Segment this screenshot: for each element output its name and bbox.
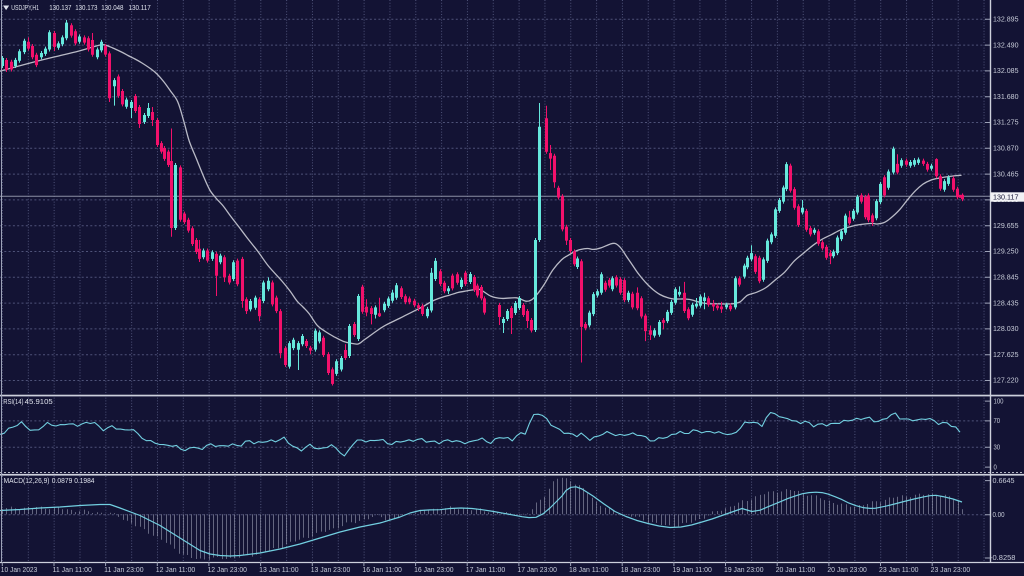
svg-text:130.117: 130.117 xyxy=(993,193,1019,202)
svg-text:130.870: 130.870 xyxy=(993,144,1019,153)
svg-text:19 Jan 11:00: 19 Jan 11:00 xyxy=(672,565,712,574)
svg-text:11 Jan 11:00: 11 Jan 11:00 xyxy=(52,565,92,574)
svg-text:130.465: 130.465 xyxy=(993,169,1019,178)
svg-text:132.085: 132.085 xyxy=(993,66,1019,75)
svg-text:131.275: 131.275 xyxy=(993,118,1019,127)
svg-text:0.1984: 0.1984 xyxy=(74,476,94,485)
svg-text:20 Jan 23:00: 20 Jan 23:00 xyxy=(827,565,867,574)
svg-text:0.00: 0.00 xyxy=(993,510,1005,519)
svg-text:0.0879: 0.0879 xyxy=(52,476,73,485)
svg-text:0: 0 xyxy=(994,462,997,471)
svg-text:70: 70 xyxy=(994,416,1001,425)
svg-text:17 Jan 23:00: 17 Jan 23:00 xyxy=(517,565,557,574)
svg-text:20 Jan 11:00: 20 Jan 11:00 xyxy=(776,565,816,574)
svg-text:-0.8258: -0.8258 xyxy=(990,553,1016,562)
svg-text:127.220: 127.220 xyxy=(993,376,1019,385)
svg-text:128.845: 128.845 xyxy=(993,273,1019,282)
svg-text:16 Jan 11:00: 16 Jan 11:00 xyxy=(362,565,402,574)
svg-text:16 Jan 23:00: 16 Jan 23:00 xyxy=(414,565,454,574)
svg-text:23 Jan 23:00: 23 Jan 23:00 xyxy=(931,565,971,574)
svg-text:130.048: 130.048 xyxy=(101,3,123,12)
svg-text:132.895: 132.895 xyxy=(993,15,1019,24)
svg-text:132.490: 132.490 xyxy=(993,40,1019,49)
svg-text:18 Jan 23:00: 18 Jan 23:00 xyxy=(621,565,661,574)
svg-text:12 Jan 23:00: 12 Jan 23:00 xyxy=(207,565,247,574)
svg-text:0.6645: 0.6645 xyxy=(993,476,1015,485)
svg-text:128.435: 128.435 xyxy=(993,298,1019,307)
svg-text:45.9105: 45.9105 xyxy=(25,397,53,406)
svg-text:130.117: 130.117 xyxy=(129,3,151,12)
svg-text:130.137: 130.137 xyxy=(49,3,71,12)
svg-text:17 Jan 11:00: 17 Jan 11:00 xyxy=(466,565,506,574)
svg-text:131.680: 131.680 xyxy=(993,92,1019,101)
svg-text:129.250: 129.250 xyxy=(993,247,1019,256)
svg-text:RSI(14): RSI(14) xyxy=(3,397,23,406)
svg-text:11 Jan 23:00: 11 Jan 23:00 xyxy=(104,565,144,574)
svg-text:USDJPY,H1: USDJPY,H1 xyxy=(11,3,39,12)
svg-text:13 Jan 11:00: 13 Jan 11:00 xyxy=(259,565,299,574)
svg-text:12 Jan 11:00: 12 Jan 11:00 xyxy=(156,565,196,574)
svg-text:30: 30 xyxy=(994,443,1001,452)
svg-text:23 Jan 11:00: 23 Jan 11:00 xyxy=(879,565,919,574)
svg-text:130.173: 130.173 xyxy=(75,3,97,12)
svg-text:100: 100 xyxy=(994,396,1004,405)
svg-text:13 Jan 23:00: 13 Jan 23:00 xyxy=(311,565,351,574)
svg-text:MACD(12,26,9): MACD(12,26,9) xyxy=(4,476,50,485)
svg-text:10 Jan 2023: 10 Jan 2023 xyxy=(1,565,38,574)
svg-text:18 Jan 11:00: 18 Jan 11:00 xyxy=(569,565,609,574)
svg-text:128.030: 128.030 xyxy=(993,324,1019,333)
svg-text:19 Jan 23:00: 19 Jan 23:00 xyxy=(724,565,764,574)
svg-text:129.655: 129.655 xyxy=(993,221,1019,230)
svg-text:127.625: 127.625 xyxy=(993,350,1019,359)
